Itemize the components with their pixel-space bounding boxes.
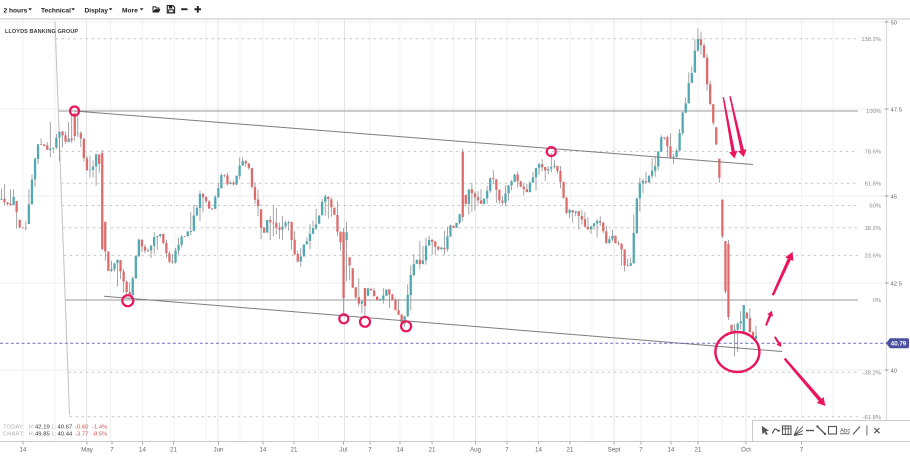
svg-text:TODAY:: TODAY:: [3, 425, 24, 431]
svg-text:40.67: 40.67: [58, 425, 73, 431]
svg-text:-3.77: -3.77: [75, 431, 88, 437]
svg-text:78.6%: 78.6%: [865, 150, 881, 156]
svg-text:Oct: Oct: [741, 447, 751, 454]
svg-text:14: 14: [139, 447, 146, 454]
svg-text:-38.2%: -38.2%: [863, 370, 881, 376]
svg-text:0%: 0%: [873, 298, 881, 304]
svg-text:61.8%: 61.8%: [865, 181, 881, 187]
svg-text:21: 21: [695, 447, 702, 454]
svg-text:40: 40: [891, 368, 898, 374]
svg-text:Technical: Technical: [41, 7, 71, 14]
svg-text:7: 7: [505, 447, 509, 454]
svg-text:Aug: Aug: [470, 447, 482, 454]
svg-text:2 hours: 2 hours: [4, 7, 28, 14]
svg-text:42.5: 42.5: [891, 281, 903, 287]
svg-text:49.85: 49.85: [35, 431, 50, 437]
svg-text:50%: 50%: [869, 204, 881, 210]
svg-text:14: 14: [668, 447, 675, 454]
svg-text:7: 7: [110, 447, 114, 454]
svg-text:21: 21: [567, 447, 574, 454]
svg-text:CHART:: CHART:: [3, 431, 25, 437]
svg-text:14: 14: [397, 447, 404, 454]
svg-text:LLOYDS BANKING GROUP: LLOYDS BANKING GROUP: [5, 29, 78, 35]
svg-text:H:: H:: [29, 431, 35, 437]
svg-text:14: 14: [260, 447, 267, 454]
svg-text:7: 7: [368, 447, 372, 454]
svg-text:-1.4%: -1.4%: [92, 425, 108, 431]
svg-text:138.2%: 138.2%: [861, 37, 881, 43]
svg-text:21: 21: [291, 447, 298, 454]
svg-text:More: More: [122, 7, 138, 14]
svg-text:L:: L:: [52, 431, 57, 437]
svg-text:21: 21: [170, 447, 177, 454]
svg-text:40.79: 40.79: [891, 341, 907, 348]
svg-text:14: 14: [535, 447, 542, 454]
svg-text:45: 45: [891, 194, 898, 200]
svg-text:7: 7: [800, 447, 804, 454]
svg-text:Sept: Sept: [608, 447, 621, 454]
svg-text:L:: L:: [52, 425, 57, 431]
svg-text:42.19: 42.19: [35, 425, 50, 431]
svg-text:7: 7: [639, 447, 643, 454]
svg-text:100%: 100%: [866, 109, 881, 115]
svg-text:Display: Display: [85, 7, 109, 14]
svg-text:Jun: Jun: [214, 447, 225, 454]
svg-text:-0.60: -0.60: [75, 425, 89, 431]
svg-text:Jul: Jul: [340, 447, 348, 454]
svg-text:21: 21: [429, 447, 436, 454]
svg-text:23.6%: 23.6%: [865, 254, 881, 260]
svg-text:50: 50: [891, 20, 898, 26]
svg-text:47.5: 47.5: [891, 107, 903, 113]
svg-text:May: May: [81, 447, 94, 454]
svg-text:38.2%: 38.2%: [865, 226, 881, 232]
svg-text:-8.5%: -8.5%: [92, 431, 108, 437]
svg-text:40.44: 40.44: [58, 431, 73, 437]
svg-text:H:: H:: [29, 425, 35, 431]
svg-text:14: 14: [20, 447, 27, 454]
